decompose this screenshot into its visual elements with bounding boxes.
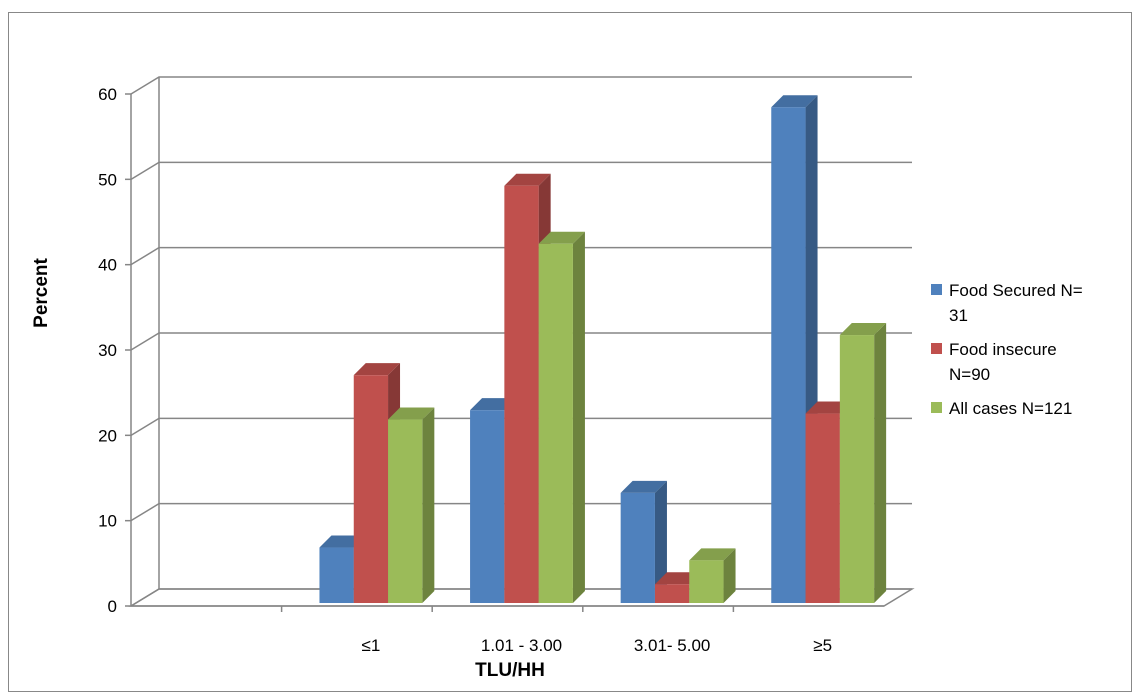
bar — [689, 548, 736, 603]
legend-label: All cases N=121 — [949, 399, 1072, 418]
legend-item: All cases N=121 — [931, 399, 1072, 418]
bar — [839, 323, 887, 603]
gridline — [130, 161, 912, 180]
gridline — [130, 246, 912, 266]
legend: Food Secured N= 31 Food insecure N=90 All ca… — [931, 281, 1083, 418]
y-tick-label: 10 — [98, 512, 117, 531]
x-tick-label: 1.01 - 3.00 — [481, 636, 562, 655]
y-tick-label: 40 — [98, 256, 117, 275]
y-tick-label: 20 — [98, 426, 117, 445]
legend-label: Food Secured N= — [949, 281, 1083, 300]
x-tick-label: ≥5 — [813, 636, 832, 655]
legend-item: Food Secured N= 31 — [931, 281, 1083, 325]
legend-label: N=90 — [949, 365, 990, 384]
y-axis-title: Percent — [31, 257, 52, 327]
gridlines — [130, 76, 912, 607]
legend-swatch — [931, 284, 942, 295]
x-tick-labels: ≤1 1.01 - 3.00 3.01- 5.00 ≥5 — [362, 636, 833, 655]
y-tick-labels: 0 10 20 30 40 50 60 — [98, 85, 117, 616]
gridline — [130, 417, 912, 436]
x-tick-label: 3.01- 5.00 — [634, 636, 711, 655]
gridline — [130, 332, 912, 351]
x-axis-title: TLU/HH — [475, 660, 545, 681]
y-tick-label: 0 — [108, 597, 117, 616]
y-tick-label: 60 — [98, 85, 117, 104]
chart-frame: 0 10 20 30 40 50 60 ≤1 1.01 - 3.00 3.01- 5.00 ≥5 … — [8, 12, 1132, 692]
bar — [620, 480, 667, 603]
x-tick-label: ≤1 — [362, 636, 381, 655]
legend-item: Food insecure N=90 — [931, 340, 1057, 384]
legend-swatch — [931, 343, 942, 354]
y-tick-label: 30 — [98, 341, 117, 360]
bars — [319, 95, 887, 604]
legend-swatch — [931, 402, 942, 413]
axes — [125, 93, 884, 612]
legend-label: 31 — [949, 306, 968, 325]
bar — [538, 231, 585, 603]
gridline — [130, 76, 912, 95]
legend-label: Food insecure — [949, 340, 1057, 359]
bar — [388, 407, 435, 603]
y-tick-label: 50 — [98, 170, 117, 189]
